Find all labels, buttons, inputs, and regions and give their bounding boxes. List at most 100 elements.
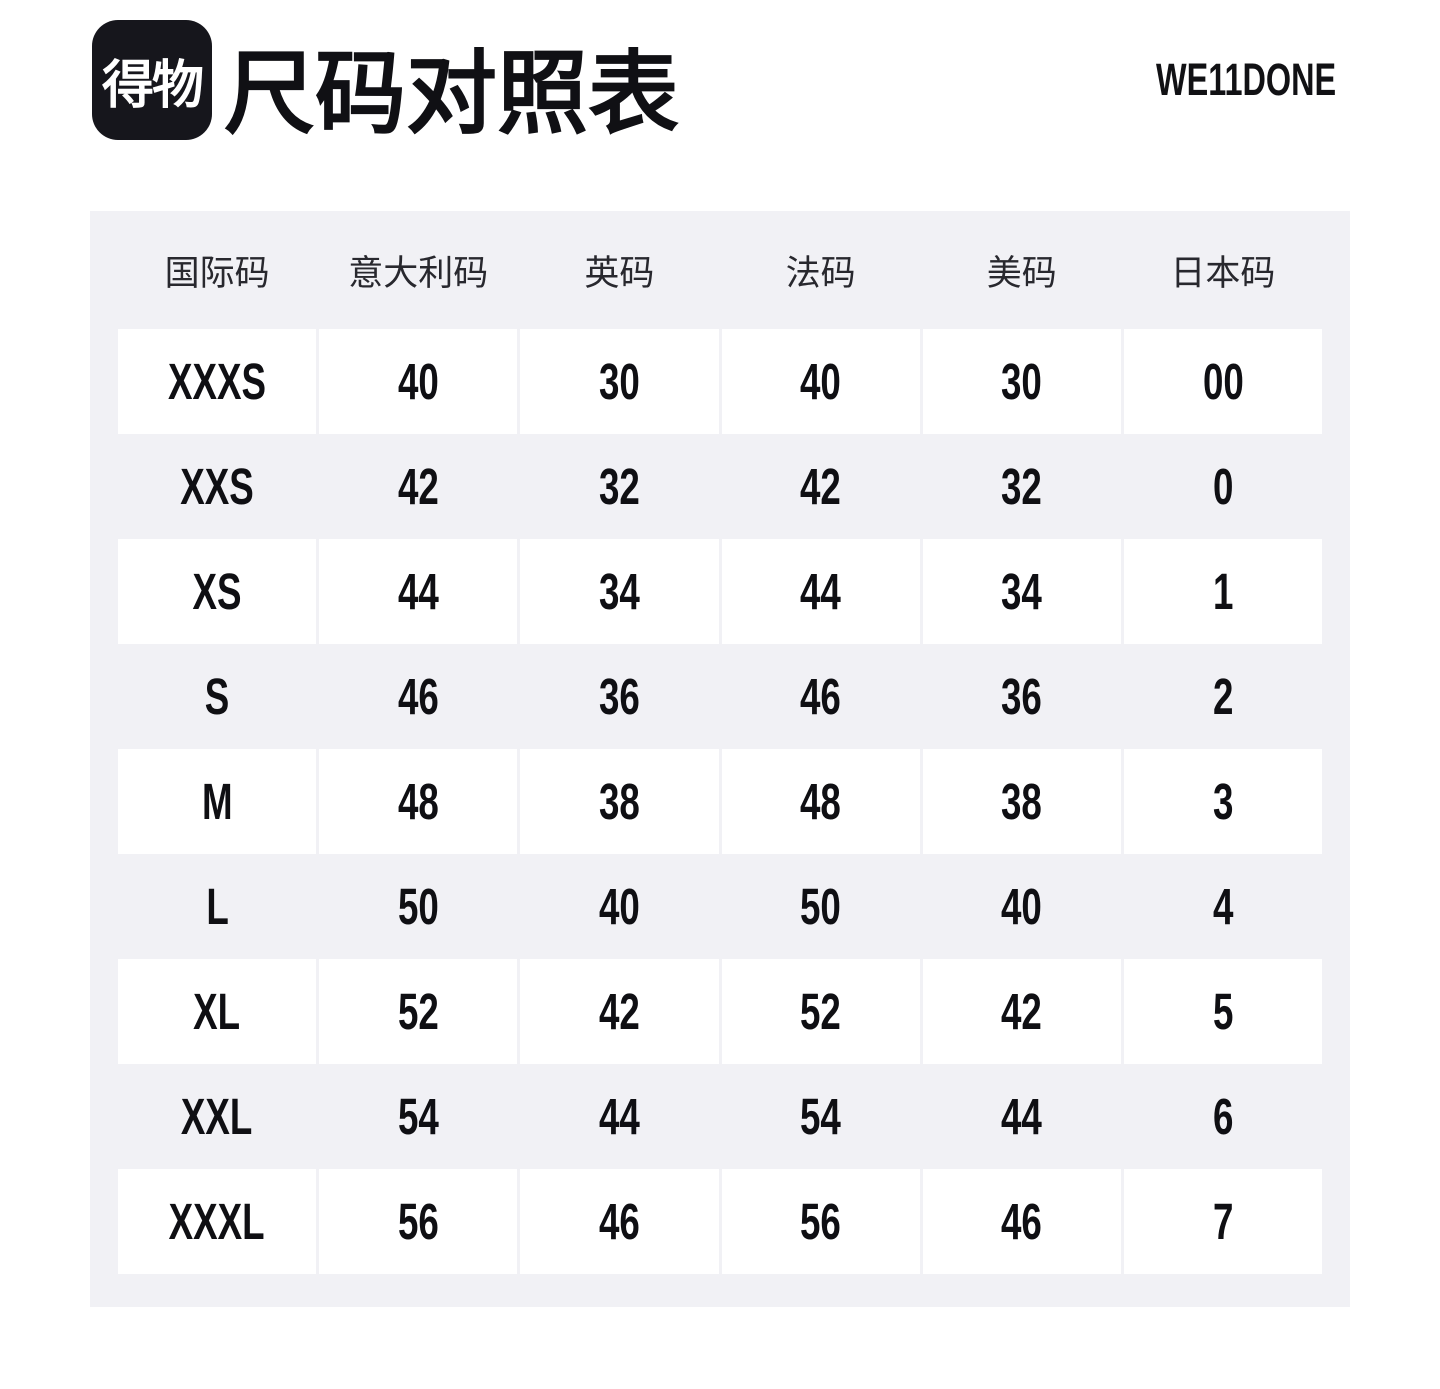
size-value-cell: 52 — [721, 959, 920, 1064]
size-value-cell: 6 — [1124, 1064, 1322, 1169]
size-value-cell: 54 — [722, 1064, 920, 1169]
size-label-cell: XS — [118, 539, 317, 644]
size-value-cell: 30 — [520, 329, 719, 434]
column-header-france: 法码 — [785, 253, 856, 293]
cell-text: S — [204, 668, 230, 725]
size-value-cell: 42 — [722, 434, 920, 539]
size-value-cell: 40 — [319, 329, 518, 434]
table-row: XXL 54 44 54 44 6 — [118, 1064, 1322, 1169]
size-value-cell: 40 — [923, 854, 1121, 959]
size-value-cell: 44 — [520, 1064, 718, 1169]
size-value-cell: 42 — [520, 959, 719, 1064]
table-body: XXXS 40 30 40 30 00 XXS 42 32 42 32 0 XS 44 34 44 34 1 S 46… — [118, 329, 1322, 1274]
cell-text: 44 — [598, 1088, 640, 1145]
size-value-cell: 38 — [922, 749, 1121, 854]
cell-text: 44 — [397, 563, 439, 620]
cell-text: 48 — [800, 773, 841, 830]
size-value-cell: 32 — [520, 434, 718, 539]
size-value-cell: 48 — [721, 749, 920, 854]
cell-text: 00 — [1202, 353, 1244, 410]
size-value-cell: 44 — [923, 1064, 1121, 1169]
cell-text: 34 — [1001, 563, 1043, 620]
cell-text: L — [205, 878, 229, 935]
cell-text: 38 — [1001, 773, 1043, 830]
size-value-cell: 7 — [1123, 1169, 1322, 1274]
size-value-cell: 52 — [319, 959, 518, 1064]
page-title: 尺码对照表 — [224, 44, 680, 145]
size-label-cell: M — [118, 749, 317, 854]
cell-text: 32 — [598, 458, 640, 515]
cell-text: 50 — [397, 878, 439, 935]
cell-text: 34 — [598, 563, 640, 620]
size-label-cell: XXXL — [118, 1169, 317, 1274]
cell-text: 42 — [397, 458, 439, 515]
cell-text: 36 — [598, 668, 640, 725]
size-value-cell: 36 — [520, 644, 718, 749]
size-label-cell: S — [118, 644, 316, 749]
cell-text: 5 — [1212, 983, 1234, 1040]
size-value-cell: 50 — [722, 854, 920, 959]
size-value-cell: 32 — [923, 434, 1121, 539]
cell-text: XXXS — [168, 353, 267, 410]
table-row: XS 44 34 44 34 1 — [118, 539, 1322, 644]
size-value-cell: 34 — [922, 539, 1121, 644]
size-label-cell: L — [118, 854, 316, 959]
table-row: L 50 40 50 40 4 — [118, 854, 1322, 959]
size-value-cell: 42 — [319, 434, 517, 539]
size-value-cell: 56 — [721, 1169, 920, 1274]
table-row: XXXL 56 46 56 46 7 — [118, 1169, 1322, 1274]
size-value-cell: 46 — [922, 1169, 1121, 1274]
cell-text: 46 — [1001, 1193, 1043, 1250]
cell-text: 4 — [1212, 878, 1234, 935]
table-row: XXS 42 32 42 32 0 — [118, 434, 1322, 539]
cell-text: 32 — [1001, 458, 1043, 515]
cell-text: 42 — [598, 983, 640, 1040]
cell-text: 40 — [598, 878, 640, 935]
size-label-cell: XL — [118, 959, 317, 1064]
cell-text: 36 — [1001, 668, 1043, 725]
cell-text: 44 — [1001, 1088, 1043, 1145]
column-header-us: 美码 — [986, 253, 1057, 293]
column-header-international: 国际码 — [164, 253, 270, 293]
size-value-cell: 34 — [520, 539, 719, 644]
size-value-cell: 40 — [721, 329, 920, 434]
cell-text: 44 — [800, 563, 841, 620]
brand-name: WE11DONE — [1155, 54, 1336, 105]
table-row: S 46 36 46 36 2 — [118, 644, 1322, 749]
cell-text: 52 — [800, 983, 841, 1040]
table-row: XL 52 42 52 42 5 — [118, 959, 1322, 1064]
size-value-cell: 44 — [319, 539, 518, 644]
cell-text: 42 — [1001, 983, 1043, 1040]
cell-text: 52 — [397, 983, 439, 1040]
cell-text: 40 — [397, 353, 439, 410]
cell-text: 0 — [1212, 458, 1234, 515]
cell-text: 42 — [800, 458, 841, 515]
size-value-cell: 3 — [1123, 749, 1322, 854]
column-header-japan: 日本码 — [1170, 253, 1276, 293]
size-value-cell: 48 — [319, 749, 518, 854]
cell-text: 30 — [598, 353, 640, 410]
size-value-cell: 50 — [319, 854, 517, 959]
size-value-cell: 46 — [520, 1169, 719, 1274]
dewu-logo-text: 得物 — [101, 56, 204, 115]
size-value-cell: 0 — [1124, 434, 1322, 539]
size-value-cell: 2 — [1124, 644, 1322, 749]
size-value-cell: 42 — [922, 959, 1121, 1064]
size-value-cell: 46 — [319, 644, 517, 749]
cell-text: 54 — [800, 1088, 841, 1145]
cell-text: 54 — [397, 1088, 439, 1145]
cell-text: 48 — [397, 773, 439, 830]
cell-text: 40 — [1001, 878, 1043, 935]
table-row: M 48 38 48 38 3 — [118, 749, 1322, 854]
cell-text: XXL — [181, 1088, 253, 1145]
size-label-cell: XXXS — [118, 329, 317, 434]
cell-text: 46 — [397, 668, 439, 725]
size-value-cell: 40 — [520, 854, 718, 959]
cell-text: XXXL — [169, 1193, 266, 1250]
column-header-uk: 英码 — [584, 253, 655, 293]
cell-text: XXS — [180, 458, 254, 515]
size-label-cell: XXL — [118, 1064, 316, 1169]
size-value-cell: 5 — [1123, 959, 1322, 1064]
dewu-logo: 得物 — [92, 20, 212, 140]
cell-text: 46 — [598, 1193, 640, 1250]
